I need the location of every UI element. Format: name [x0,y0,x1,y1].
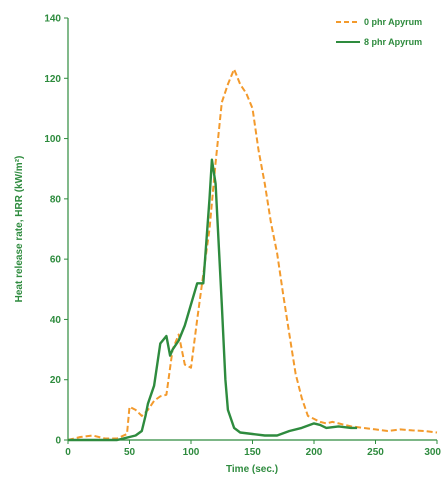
series-layer [67,68,438,442]
x-axis-title: Time (sec.) [226,464,278,475]
x-tick-label-5: 250 [367,447,384,458]
chart-axes [67,18,437,441]
series-line-1 [68,158,358,442]
legend-label-8phr: 8 phr Apyrum [364,37,422,47]
legend: 0 phr Apyrum 8 phr Apyrum [336,17,422,47]
y-tick-label-1: 20 [50,375,62,386]
y-tick-label-7: 140 [44,14,61,25]
x-tick-label-6: 300 [424,447,441,458]
x-tick-label-3: 150 [244,447,261,458]
legend-label-0phr: 0 phr Apyrum [364,17,422,27]
y-tick-label-4: 80 [50,194,62,205]
series-line-0 [67,68,438,441]
y-ticks: 0 20 40 60 80 100 120 140 [44,14,68,447]
y-tick-label-5: 100 [44,134,61,145]
y-tick-label-2: 40 [50,315,62,326]
x-tick-label-1: 50 [124,447,136,458]
y-tick-label-6: 120 [44,74,61,85]
x-tick-label-2: 100 [183,447,200,458]
x-tick-label-0: 0 [65,447,71,458]
y-axis-title: Heat release rate, HRR (kW/m²) [14,156,25,303]
y-tick-label-3: 60 [50,255,62,266]
y-tick-label-0: 0 [55,436,61,447]
x-tick-label-4: 200 [306,447,323,458]
x-ticks: 0 50 100 150 200 250 300 [65,440,441,458]
